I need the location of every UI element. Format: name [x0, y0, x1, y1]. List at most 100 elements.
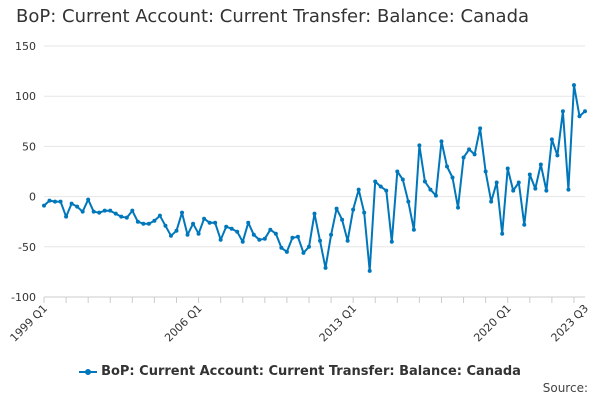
data-point	[323, 265, 328, 270]
data-point	[456, 205, 461, 210]
data-point	[583, 109, 587, 114]
data-point	[483, 169, 488, 174]
data-point	[91, 209, 96, 214]
data-point	[168, 233, 173, 238]
data-point	[246, 220, 251, 225]
data-point	[58, 199, 63, 204]
data-point	[472, 152, 477, 157]
data-point	[75, 204, 80, 209]
data-point	[378, 184, 383, 189]
x-tick-label: 1999 Q1	[8, 302, 51, 345]
data-point	[467, 147, 472, 152]
data-point	[538, 162, 543, 167]
data-point	[273, 231, 278, 236]
data-point	[301, 250, 306, 255]
data-point	[577, 114, 582, 119]
data-point	[329, 232, 334, 237]
data-point	[345, 238, 350, 243]
data-point	[119, 214, 124, 219]
legend-line-marker-icon	[79, 367, 98, 377]
data-point	[53, 199, 58, 204]
data-point	[113, 211, 118, 216]
data-point	[235, 229, 240, 234]
data-point	[428, 187, 433, 192]
data-point	[527, 172, 532, 177]
data-point	[566, 187, 571, 192]
data-point	[511, 188, 516, 193]
data-point	[163, 223, 168, 228]
data-point	[64, 214, 69, 219]
data-point	[157, 213, 162, 218]
data-point	[318, 238, 323, 243]
data-point	[141, 221, 146, 226]
data-point	[395, 169, 400, 174]
data-point	[218, 237, 223, 242]
data-point	[180, 210, 185, 215]
data-point	[516, 180, 521, 185]
data-point	[340, 217, 345, 222]
y-tick-label--100: -100	[11, 291, 36, 304]
data-point	[439, 139, 444, 144]
x-tick-label: 2006 Q1	[162, 302, 205, 345]
data-point	[367, 268, 372, 273]
data-point	[522, 222, 527, 227]
source-label: Source:	[542, 381, 588, 395]
data-point	[152, 218, 157, 223]
data-point	[461, 155, 466, 160]
chart-title: BoP: Current Account: Current Transfer: …	[16, 6, 530, 27]
data-point	[356, 187, 361, 192]
series-line-group	[42, 83, 587, 273]
y-tick-label--50: -50	[18, 241, 36, 254]
data-point	[262, 236, 267, 241]
data-point	[505, 166, 510, 171]
data-point	[268, 227, 273, 232]
data-point	[213, 220, 218, 225]
data-point	[422, 179, 427, 184]
x-axis: 1999 Q1 2006 Q1 2013 Q1 2020 Q1 2023 Q3	[8, 296, 592, 345]
y-axis-tick-labels: -100 -50 0 50 100 150	[11, 40, 36, 304]
data-point	[351, 207, 356, 212]
data-point	[306, 244, 311, 249]
data-point	[384, 188, 389, 193]
data-point	[500, 231, 505, 236]
data-point	[146, 221, 151, 226]
data-point	[411, 227, 416, 232]
gridlines	[44, 45, 585, 298]
data-point	[389, 239, 394, 244]
data-point	[202, 216, 207, 221]
data-point	[207, 220, 212, 225]
data-point	[240, 239, 245, 244]
data-point	[450, 175, 455, 180]
data-point	[185, 232, 190, 237]
data-point	[295, 234, 300, 239]
line-chart: -100 -50 0 50 100 150 1999 Q1 2006 Q1 2013 Q1 20…	[8, 40, 592, 345]
data-point	[334, 206, 339, 211]
y-tick-label-50: 50	[22, 140, 36, 153]
data-point	[433, 193, 438, 198]
x-tick-label: 2023 Q3	[549, 302, 592, 345]
data-point	[174, 228, 179, 233]
legend[interactable]: BoP: Current Account: Current Transfer: …	[0, 364, 600, 379]
x-tick-label: 2013 Q1	[317, 302, 360, 345]
data-point	[417, 143, 422, 148]
data-point	[373, 179, 378, 184]
data-point	[229, 226, 234, 231]
data-point	[196, 231, 201, 236]
data-point	[571, 83, 576, 88]
data-point	[544, 188, 549, 193]
legend-series-label: BoP: Current Account: Current Transfer: …	[101, 364, 521, 379]
data-point	[80, 209, 85, 214]
data-point	[279, 245, 284, 250]
data-point	[312, 211, 317, 216]
data-point	[135, 219, 140, 224]
y-tick-label-150: 150	[15, 40, 36, 53]
data-point	[560, 109, 565, 114]
data-point	[191, 221, 196, 226]
data-point	[251, 232, 256, 237]
data-point	[478, 126, 483, 131]
x-tick-label: 2020 Q1	[471, 302, 514, 345]
data-point	[284, 249, 289, 254]
data-point	[97, 210, 102, 215]
data-point	[489, 199, 494, 204]
data-point	[549, 137, 554, 142]
